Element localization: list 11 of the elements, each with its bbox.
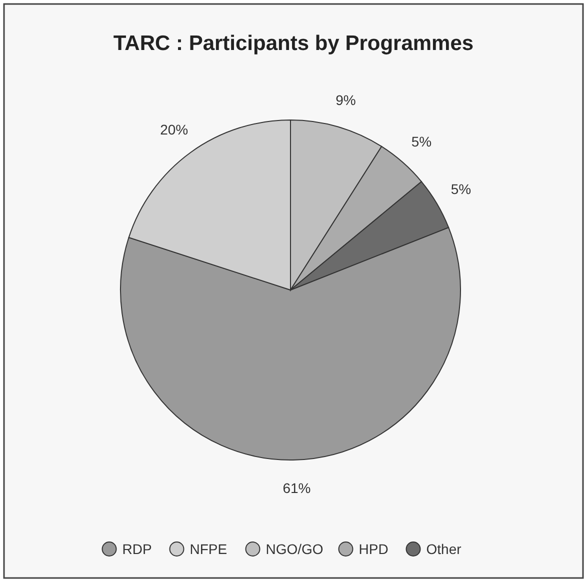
legend-label: NGO/GO — [266, 540, 324, 557]
legend-label: HPD — [358, 540, 388, 557]
data-label: 5% — [411, 133, 432, 150]
legend-label: RDP — [122, 540, 152, 557]
data-label: 9% — [336, 92, 356, 108]
chart-title: TARC : Participants by Programmes — [113, 32, 474, 55]
legend-label: NFPE — [190, 540, 228, 557]
data-label: 5% — [450, 181, 472, 198]
data-label: 61% — [282, 480, 311, 496]
data-label: 20% — [160, 122, 188, 138]
legend-label: Other — [426, 540, 462, 557]
